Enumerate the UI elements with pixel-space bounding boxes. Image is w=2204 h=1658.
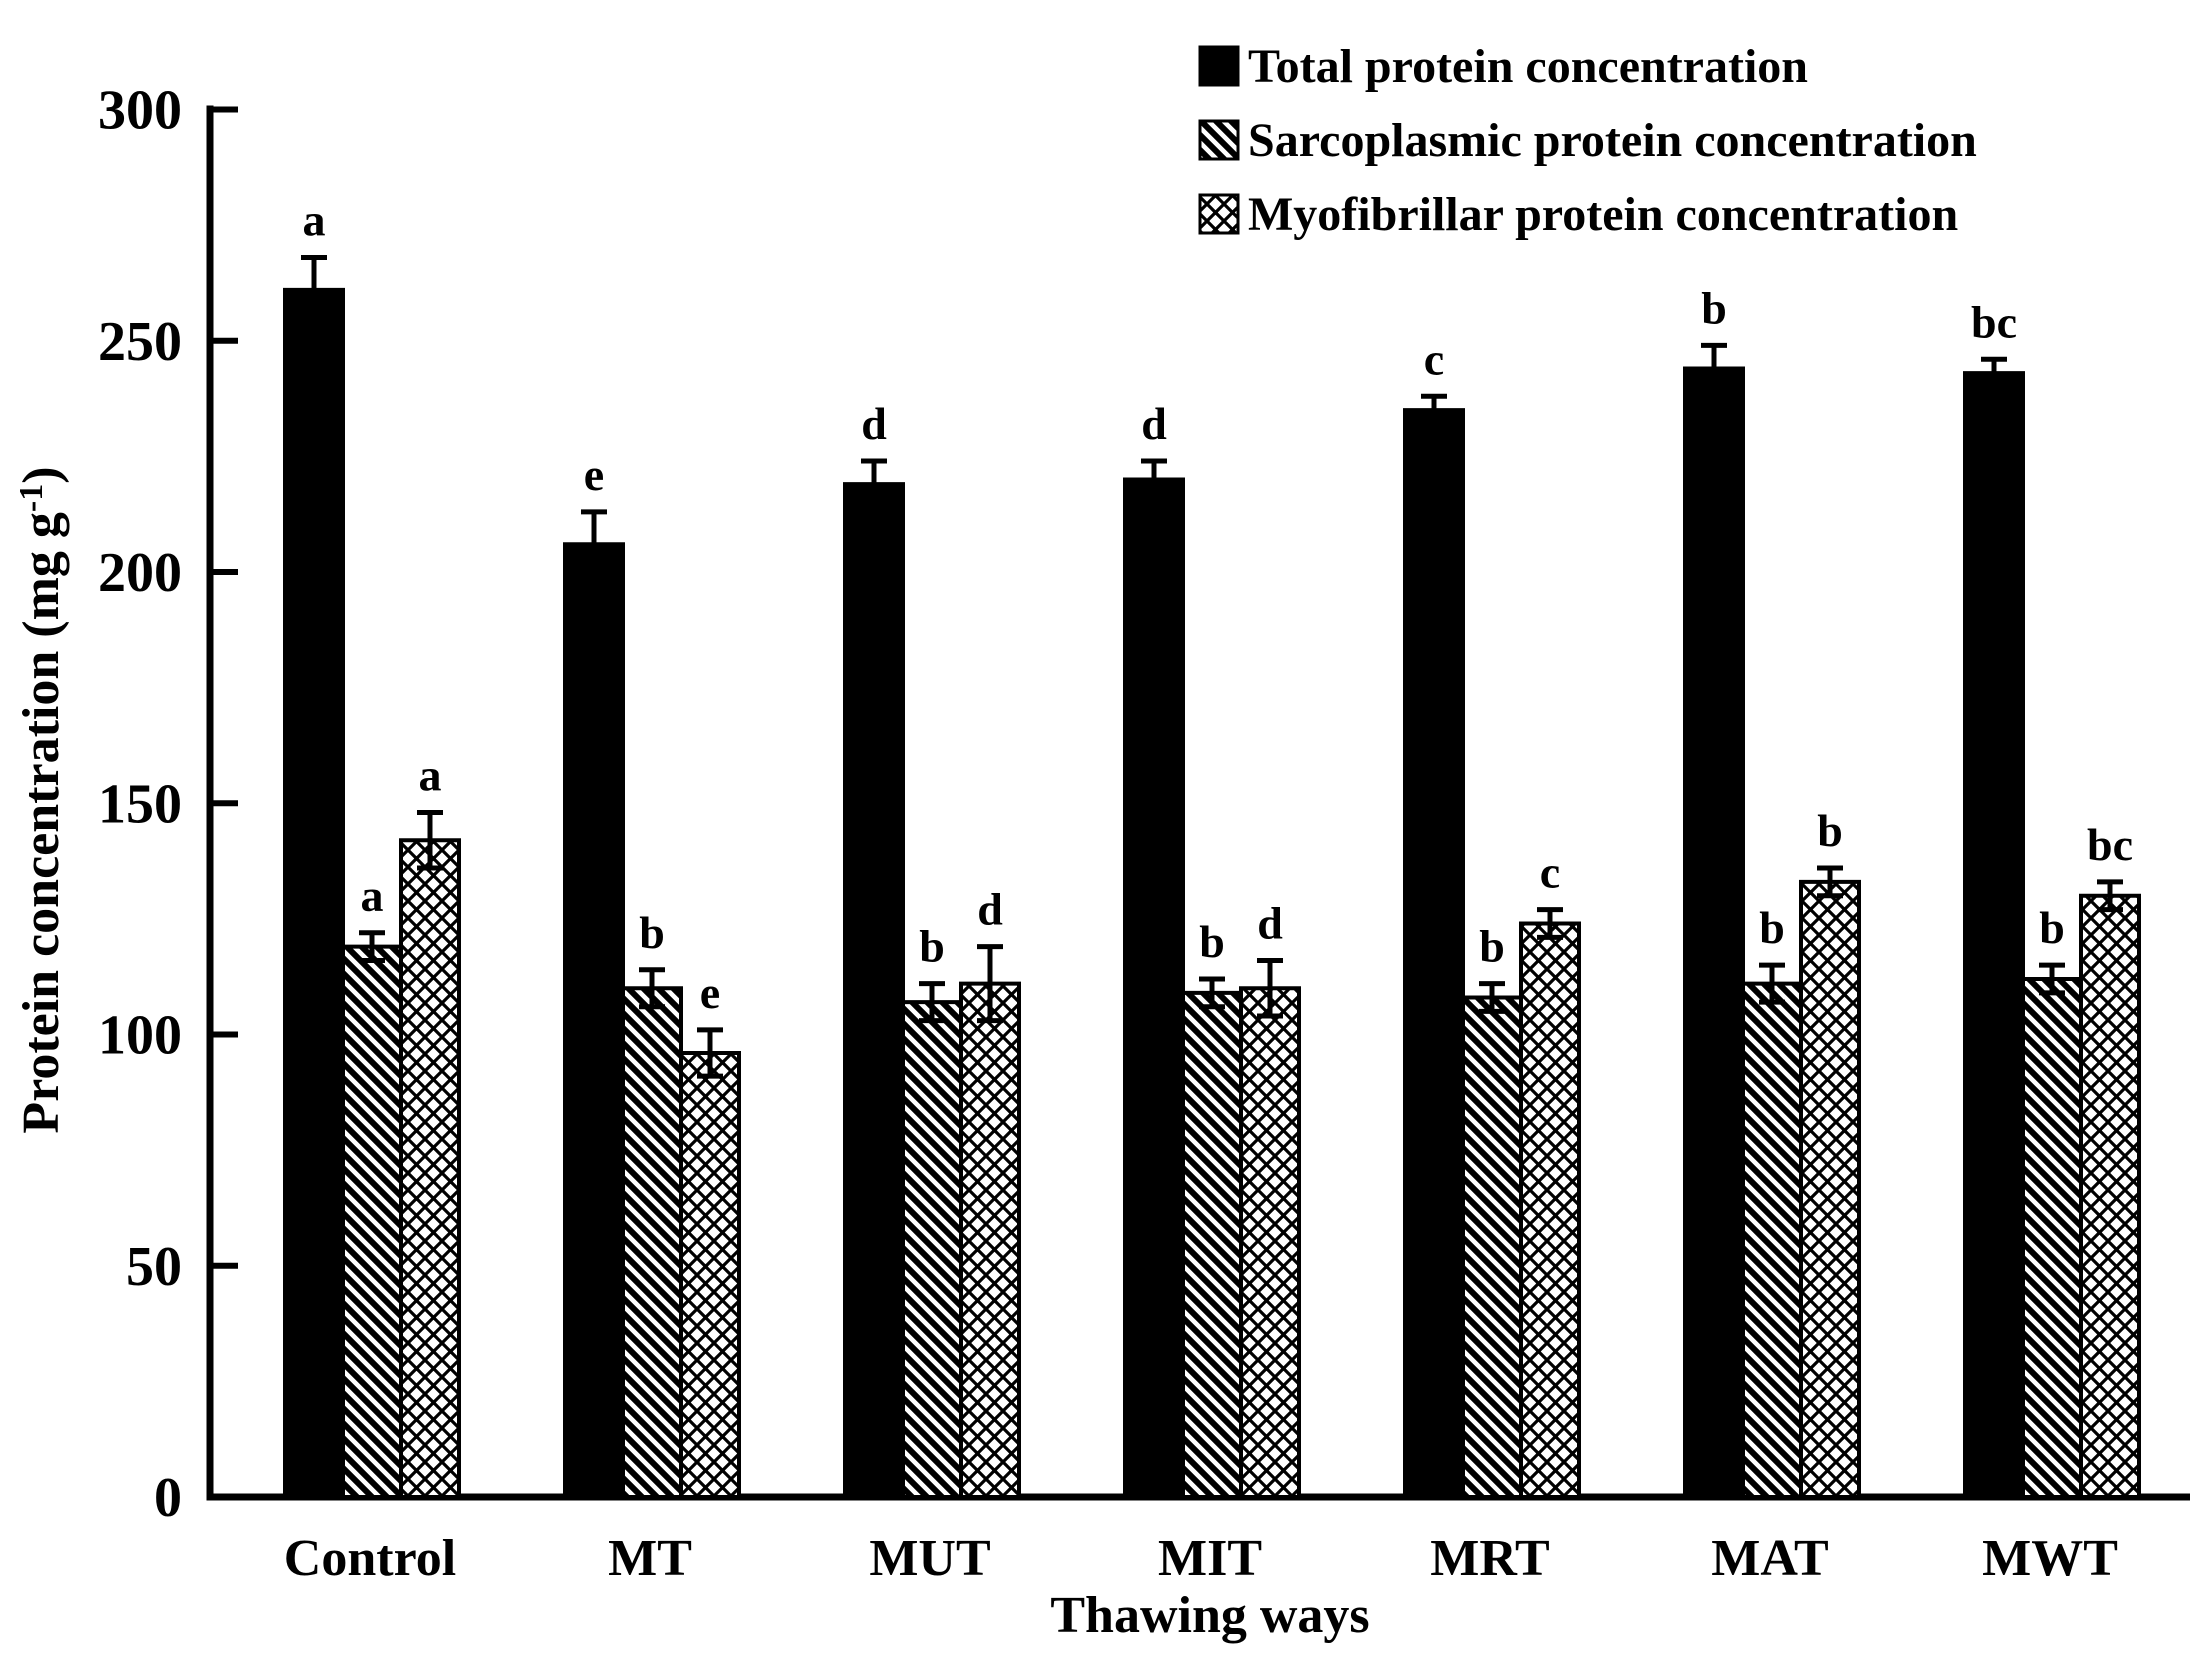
bar-myofibrillar-MWT xyxy=(2079,893,2141,1499)
y-tick-label: 250 xyxy=(98,311,182,373)
bar-myofibrillar-MUT xyxy=(959,981,1021,1499)
significance-letter: b xyxy=(1759,902,1785,953)
bar-sarcoplasmic-Control xyxy=(341,944,403,1499)
bar-sarcoplasmic-MT xyxy=(621,986,683,1499)
y-tick-label: 100 xyxy=(98,1005,182,1067)
legend-label: Myofibrillar protein concentration xyxy=(1248,188,1958,241)
bar-sarcoplasmic-MIT xyxy=(1181,990,1243,1499)
x-category-label: MUT xyxy=(869,1530,990,1587)
bar-total-MAT xyxy=(1683,366,1745,1499)
bar-total-MUT xyxy=(843,482,905,1499)
x-category-label: MAT xyxy=(1711,1530,1828,1587)
y-tick-label: 50 xyxy=(126,1236,182,1298)
x-category-label: MT xyxy=(608,1530,692,1587)
significance-letter: b xyxy=(639,907,665,958)
significance-letter: d xyxy=(1257,898,1283,949)
bar-myofibrillar-MRT xyxy=(1519,921,1581,1499)
bar-total-MIT xyxy=(1123,477,1185,1499)
significance-letter: bc xyxy=(1971,296,2017,347)
bar-sarcoplasmic-MWT xyxy=(2021,977,2083,1499)
significance-letter: a xyxy=(419,750,442,801)
y-tick-label: 200 xyxy=(98,542,182,604)
y-tick-label: 0 xyxy=(154,1467,182,1529)
y-tick-label: 150 xyxy=(98,773,182,835)
significance-letter: b xyxy=(919,921,945,972)
bar-sarcoplasmic-MUT xyxy=(901,1000,963,1499)
bar-total-MWT xyxy=(1963,371,2025,1499)
significance-letter: d xyxy=(861,398,887,449)
x-category-label: MRT xyxy=(1430,1530,1550,1587)
x-axis-title: Thawing ways xyxy=(1050,1587,1369,1644)
bar-myofibrillar-MT xyxy=(679,1051,741,1499)
significance-letter: c xyxy=(1424,333,1444,384)
significance-letter: d xyxy=(977,884,1003,935)
significance-letter: c xyxy=(1540,847,1560,898)
significance-letter: e xyxy=(584,449,604,500)
y-axis-title: Protein concentration (mg g-1) xyxy=(13,466,70,1133)
significance-letter: bc xyxy=(2087,819,2133,870)
significance-letter: b xyxy=(1479,921,1505,972)
significance-letter: b xyxy=(1817,805,1843,856)
significance-letter: b xyxy=(2039,902,2065,953)
legend-marker-diagonal-hatch xyxy=(1198,119,1240,161)
y-tick-label: 300 xyxy=(98,80,182,142)
x-category-label: MWT xyxy=(1982,1530,2118,1587)
legend-label: Sarcoplasmic protein concentration xyxy=(1248,114,1977,167)
bar-myofibrillar-Control xyxy=(399,838,461,1499)
significance-letter: a xyxy=(361,870,384,921)
significance-letter: b xyxy=(1199,916,1225,967)
legend-marker-solid-black xyxy=(1198,45,1240,87)
legend-marker-cross-hatch xyxy=(1198,193,1240,235)
bar-total-Control xyxy=(283,287,345,1499)
bar-total-MT xyxy=(563,542,625,1499)
x-category-label: Control xyxy=(284,1530,456,1587)
significance-letter: a xyxy=(303,195,326,246)
legend-label: Total protein concentration xyxy=(1248,40,1808,93)
significance-letter: b xyxy=(1701,282,1727,333)
significance-letter: e xyxy=(700,967,720,1018)
significance-letter: d xyxy=(1141,398,1167,449)
bar-sarcoplasmic-MAT xyxy=(1741,981,1803,1499)
bar-myofibrillar-MAT xyxy=(1799,879,1861,1499)
x-category-label: MIT xyxy=(1158,1530,1262,1587)
bar-sarcoplasmic-MRT xyxy=(1461,995,1523,1499)
bar-total-MRT xyxy=(1403,408,1465,1499)
bar-myofibrillar-MIT xyxy=(1239,986,1301,1499)
